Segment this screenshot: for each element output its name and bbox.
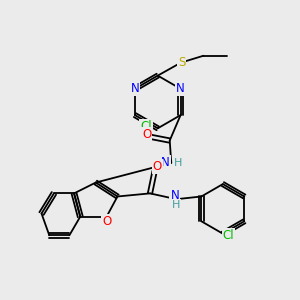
- Text: N: N: [176, 82, 185, 95]
- Text: O: O: [142, 128, 152, 141]
- Text: N: N: [170, 189, 179, 202]
- Text: N: N: [161, 156, 170, 170]
- Text: O: O: [102, 215, 111, 228]
- Text: O: O: [152, 160, 162, 173]
- Text: Cl: Cl: [223, 229, 234, 242]
- Text: H: H: [172, 200, 180, 210]
- Text: N: N: [130, 82, 139, 95]
- Text: H: H: [174, 158, 182, 168]
- Text: S: S: [178, 56, 185, 69]
- Text: Cl: Cl: [140, 120, 152, 133]
